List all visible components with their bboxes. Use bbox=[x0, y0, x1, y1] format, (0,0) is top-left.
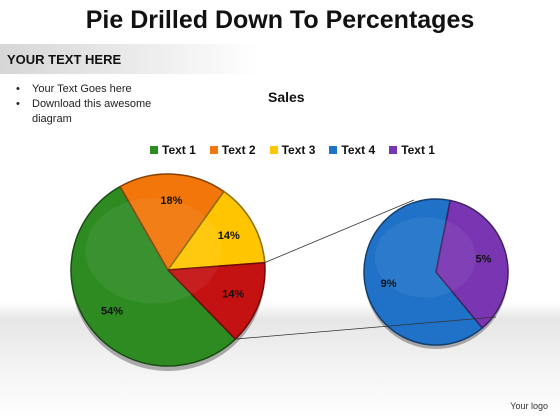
bullet-item: Download this awesome diagram bbox=[14, 97, 194, 127]
legend-swatch bbox=[209, 146, 218, 154]
legend-item: Text 1 bbox=[389, 143, 435, 157]
bullet-item: Your Text Goes here bbox=[14, 82, 194, 97]
main-pie-data-label: 14% bbox=[222, 288, 244, 300]
drill-pie-highlight bbox=[374, 217, 476, 298]
bullet-list: Your Text Goes here Download this awesom… bbox=[14, 82, 194, 127]
main-pie-highlight bbox=[85, 198, 222, 304]
chart-legend: Text 1 Text 2 Text 3 Text 4 Text 1 bbox=[150, 143, 435, 157]
legend-swatch bbox=[329, 146, 338, 154]
legend-item: Text 2 bbox=[209, 143, 256, 157]
drilldown-connector-line bbox=[264, 199, 415, 264]
text-header: YOUR TEXT HERE bbox=[7, 52, 122, 67]
main-pie-slice bbox=[70, 185, 237, 367]
chart-title: Sales bbox=[268, 89, 305, 105]
drill-pie-data-label: 9% bbox=[381, 278, 397, 290]
legend-label: Text 2 bbox=[221, 143, 256, 157]
legend-label: Text 4 bbox=[341, 143, 376, 157]
legend-label: Text 1 bbox=[162, 143, 196, 157]
text-header-bar: YOUR TEXT HERE bbox=[0, 44, 260, 74]
legend-label: Text 3 bbox=[281, 143, 316, 157]
drill-pie-data-label: 5% bbox=[475, 254, 491, 266]
slide-title: Pie Drilled Down To Percentages bbox=[85, 6, 475, 34]
main-pie-data-label: 54% bbox=[101, 305, 123, 317]
legend-swatch bbox=[269, 146, 278, 154]
main-pie-data-label: 14% bbox=[218, 230, 240, 242]
logo-text: Your logo bbox=[510, 401, 548, 411]
legend-item: Text 1 bbox=[150, 143, 196, 157]
drill-pie-slice bbox=[363, 198, 484, 346]
main-pie-data-label: 18% bbox=[160, 195, 182, 207]
legend-swatch bbox=[389, 146, 398, 154]
main-pie-slice bbox=[119, 173, 225, 271]
main-pie-slice bbox=[167, 261, 266, 340]
legend-item: Text 4 bbox=[329, 143, 375, 157]
drilldown-connector-line bbox=[235, 316, 497, 340]
legend-item: Text 3 bbox=[269, 143, 316, 157]
legend-swatch bbox=[150, 146, 158, 154]
drill-pie-slice bbox=[435, 199, 509, 329]
legend-label: Text 1 bbox=[401, 143, 435, 157]
main-pie-slice bbox=[167, 190, 266, 271]
